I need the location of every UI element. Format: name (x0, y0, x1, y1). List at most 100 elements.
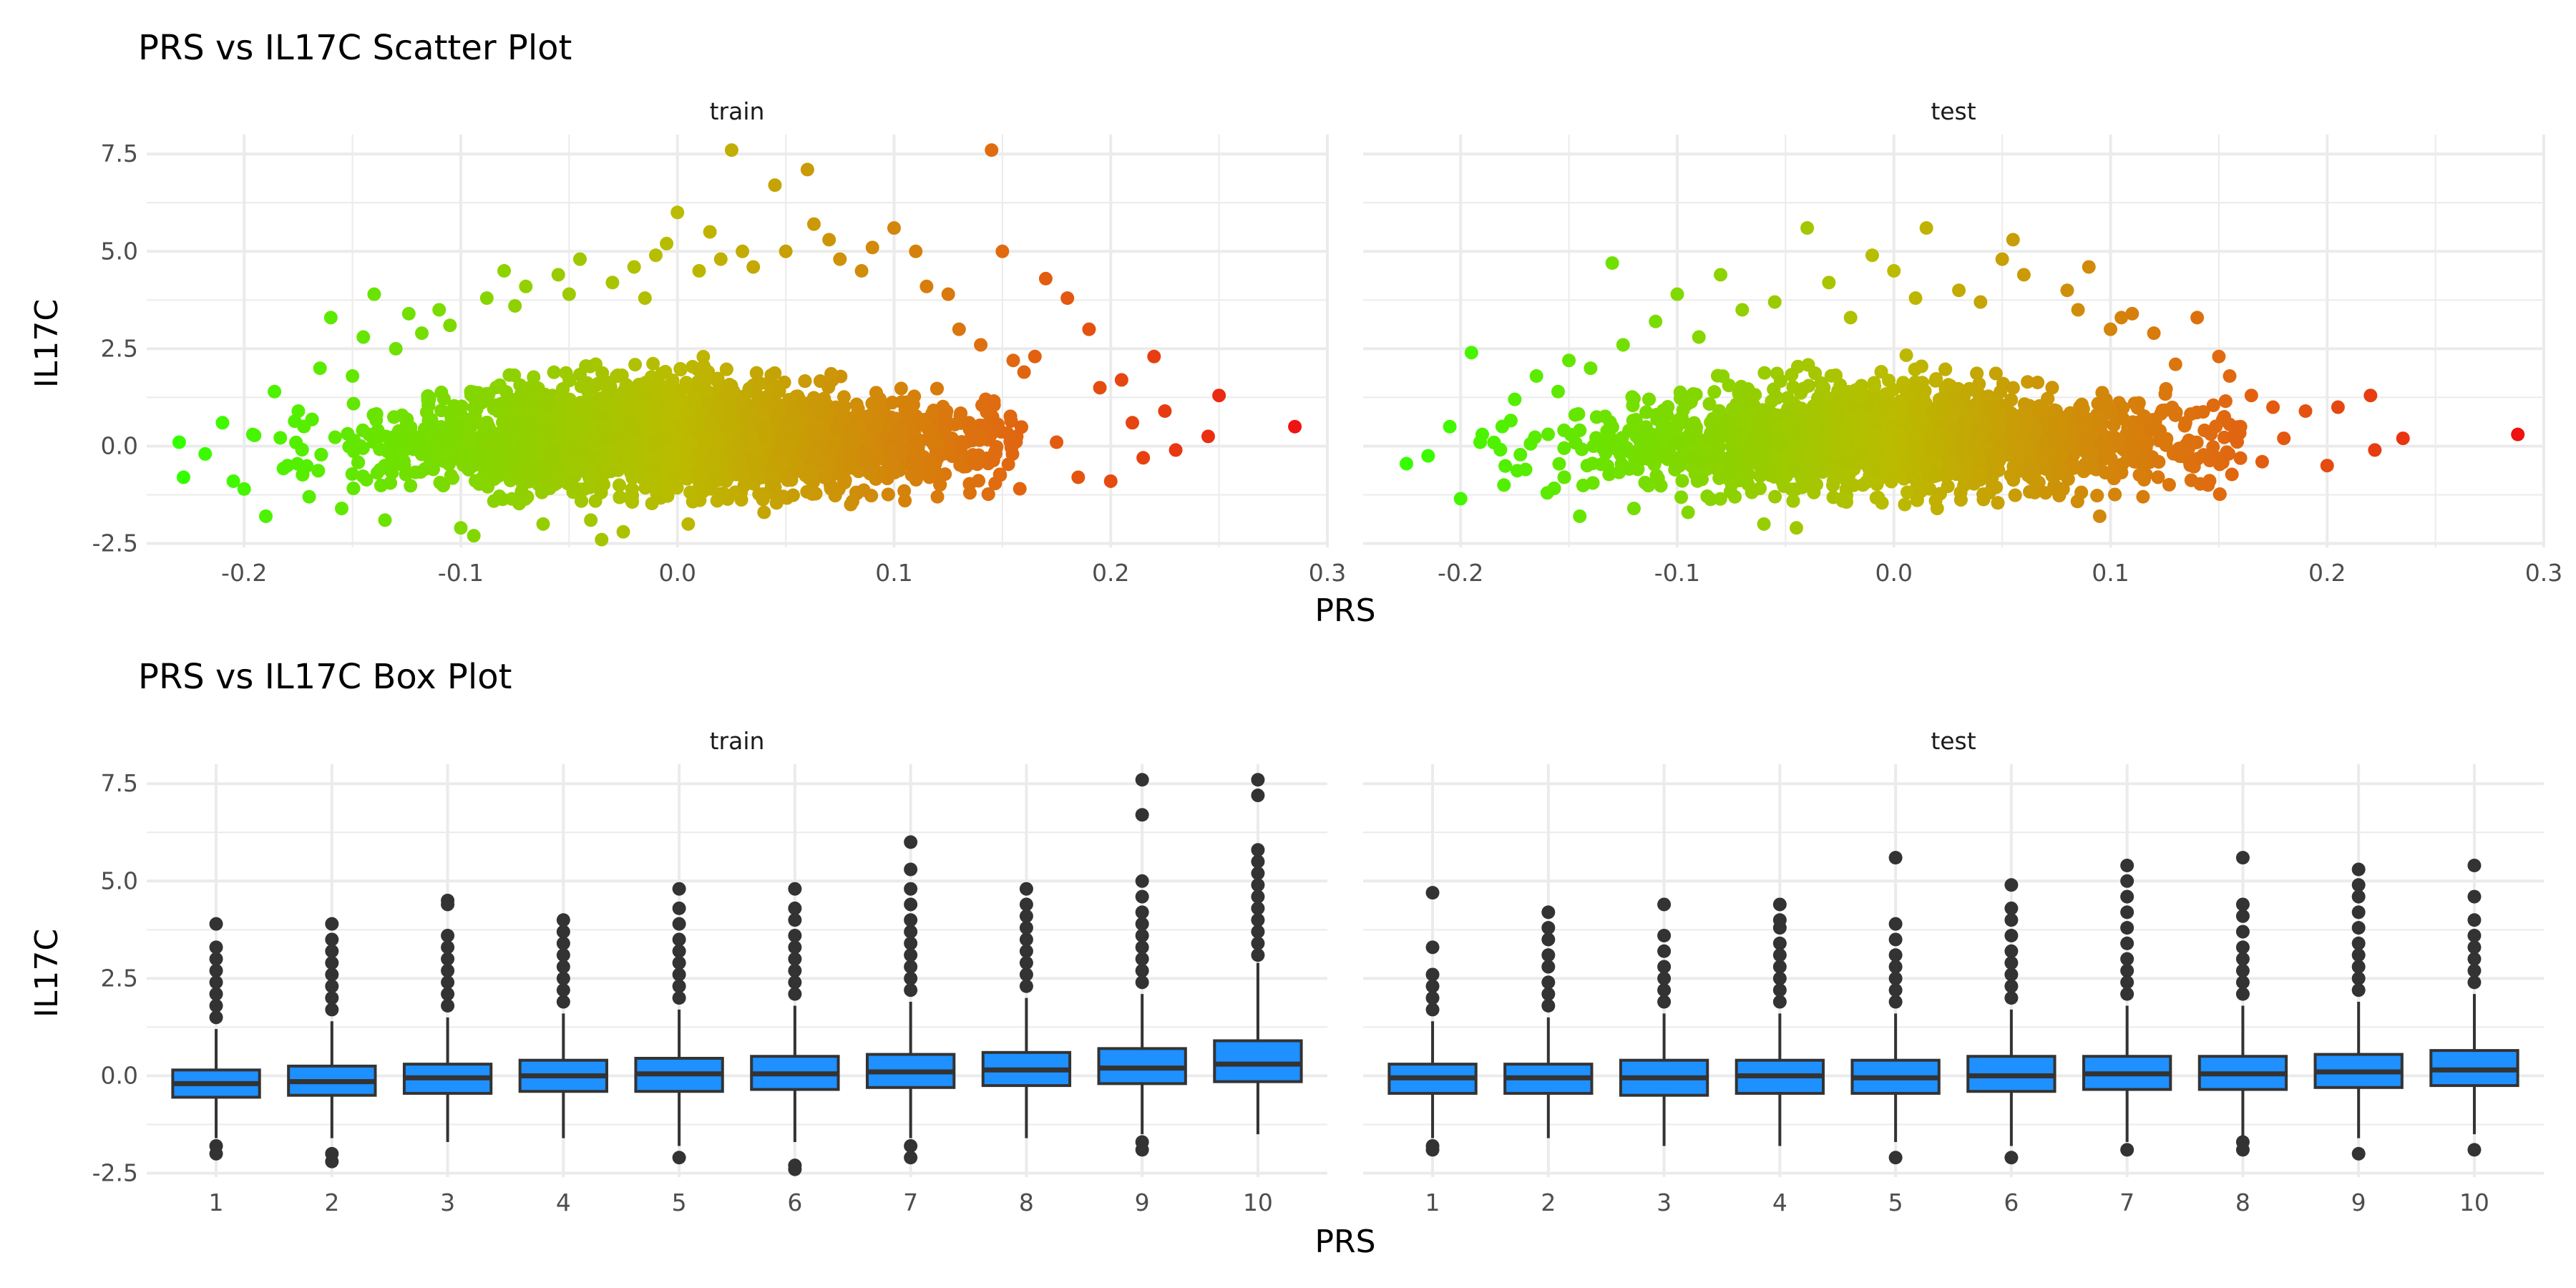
scatter-point (366, 408, 381, 422)
scatter-point (623, 490, 637, 504)
scatter-point (869, 401, 883, 415)
scatter-x-axis-title: PRS (1314, 592, 1375, 629)
scatter-point (930, 381, 944, 396)
scatter-point (345, 467, 359, 481)
scatter-point (351, 455, 366, 469)
scatter-point (494, 454, 509, 468)
scatter-point (923, 434, 937, 448)
scatter-y-axis-title: IL17C (29, 299, 65, 388)
scatter-point (962, 416, 976, 430)
scatter-point (786, 488, 800, 502)
scatter-point (404, 479, 418, 493)
scatter-point (849, 485, 864, 499)
scatter-point (513, 378, 527, 392)
scatter-point (487, 401, 501, 416)
scatter-point (897, 484, 912, 498)
scatter-point (992, 467, 1007, 482)
scatter-point (864, 489, 879, 503)
scatter-point (1001, 457, 1015, 472)
scatter-point (373, 442, 387, 457)
scatter-point (479, 415, 494, 429)
scatter-point (756, 487, 770, 502)
scatter-strip-train: train (710, 97, 765, 125)
scatter-point (646, 356, 660, 371)
scatter-point (769, 496, 784, 510)
scatter-point (531, 381, 545, 396)
scatter-point (980, 405, 994, 419)
scatter-point (555, 382, 570, 396)
scatter-strip-test: test (1931, 97, 1976, 125)
scatter-point (506, 393, 520, 407)
scatter-point (559, 366, 573, 380)
scatter-point (704, 482, 718, 496)
scatter-point (613, 478, 627, 492)
scatter-point (356, 469, 370, 484)
scatter-point (768, 480, 782, 494)
scatter-plot-title: PRS vs IL17C Scatter Plot (138, 28, 572, 68)
scatter-point (751, 376, 766, 391)
scatter-point (947, 417, 962, 431)
scatter-point (445, 471, 459, 485)
scatter-point (289, 435, 303, 449)
scatter-point (911, 467, 925, 482)
scatter-point (386, 430, 401, 444)
scatter-point (517, 427, 532, 441)
y-tick-label: -2.5 (92, 530, 138, 557)
scatter-point (965, 433, 980, 447)
scatter-point (547, 365, 561, 379)
scatter-point (314, 447, 328, 462)
x-tick-label: -0.2 (221, 559, 267, 587)
scatter-point (594, 485, 608, 499)
scatter-point (305, 412, 319, 426)
scatter-point (346, 396, 361, 411)
scatter-point (421, 399, 436, 413)
box-y-axis-title: IL17C (29, 929, 65, 1018)
box-strip-test: test (1931, 727, 1976, 755)
scatter-point (881, 487, 895, 502)
x-tick-label: 0.1 (875, 559, 912, 587)
y-tick-label: 5.0 (101, 237, 138, 265)
scatter-point (701, 396, 715, 411)
scatter-point (436, 391, 451, 406)
scatter-point (395, 446, 409, 460)
scatter-point (885, 396, 899, 410)
scatter-point (469, 474, 483, 488)
scatter-point (374, 478, 389, 492)
scatter-point (1014, 420, 1028, 434)
scatter-point (434, 420, 448, 434)
scatter-point (696, 349, 711, 364)
scatter-point (577, 482, 591, 497)
box-plot-title: PRS vs IL17C Box Plot (138, 657, 512, 697)
box-strip-train: train (710, 727, 765, 755)
scatter-point (836, 390, 851, 404)
scatter-point (575, 494, 589, 508)
scatter-point (1013, 482, 1027, 496)
box-x-axis-title: PRS (1314, 1224, 1375, 1260)
scatter-point (598, 399, 613, 414)
scatter-point (673, 361, 688, 376)
scatter-point (923, 461, 937, 475)
scatter-point (589, 379, 603, 393)
scatter-point (467, 385, 481, 399)
scatter-point (1003, 409, 1018, 424)
x-tick-label: 0.0 (659, 559, 696, 587)
scatter-point (628, 358, 643, 372)
scatter-point (798, 374, 812, 389)
scatter-point (507, 454, 522, 468)
scatter-point (503, 419, 517, 433)
y-tick-label: 2.5 (101, 334, 138, 362)
scatter-point (942, 441, 957, 456)
scatter-point (972, 448, 986, 462)
scatter-panel-train: -0.2 -0.1 0.0 0.1 0.2 0.3-2.50.02.55.07.5 (92, 135, 1346, 587)
scatter-point (495, 492, 509, 507)
scatter-point (273, 431, 288, 445)
scatter-point (399, 467, 413, 482)
scatter-point (768, 366, 782, 380)
y-tick-label: 0.0 (101, 431, 138, 459)
scatter-point (894, 421, 908, 435)
x-tick-label: 0.2 (1092, 559, 1129, 587)
x-tick-label: 0.3 (1309, 559, 1346, 587)
x-tick-label: -0.1 (438, 559, 484, 587)
scatter-point (601, 464, 615, 479)
